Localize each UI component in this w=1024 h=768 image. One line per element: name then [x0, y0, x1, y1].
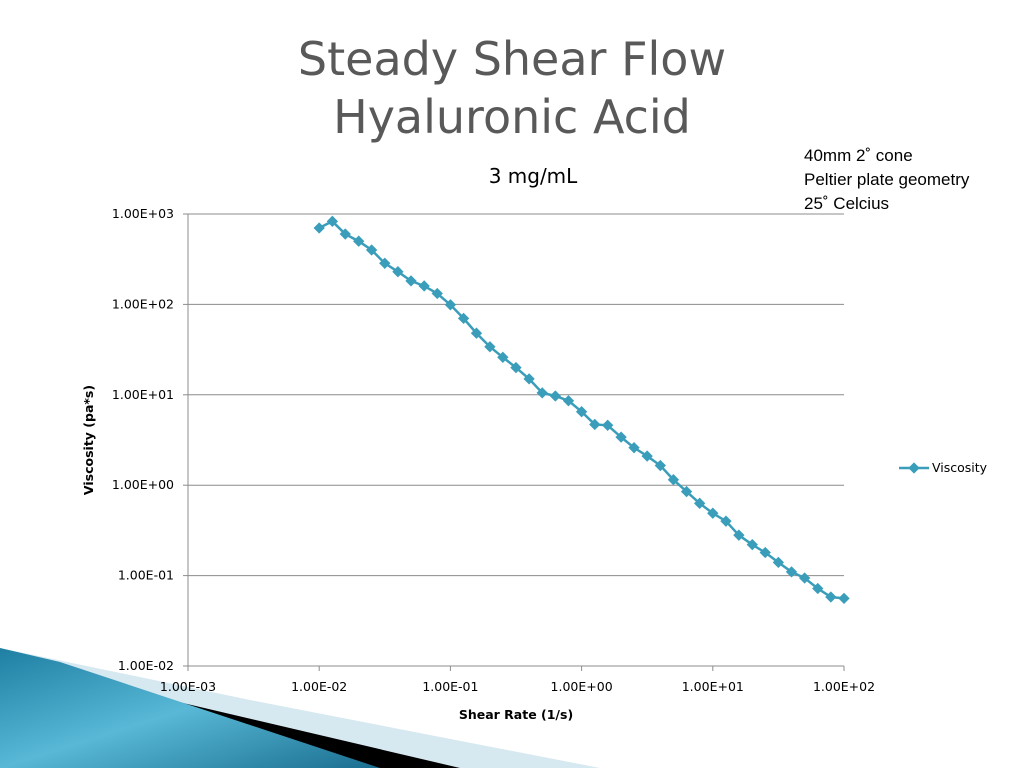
viscosity-data-point	[470, 327, 483, 339]
viscosity-data-point	[759, 546, 771, 559]
viscosity-data-point	[457, 312, 470, 325]
viscosity-data-point	[812, 582, 824, 595]
x-tick-label: 1.00E-02	[291, 679, 347, 694]
viscosity-data-point	[772, 556, 785, 569]
series-layer	[313, 215, 850, 605]
viscosity-data-point	[497, 351, 509, 363]
viscosity-data-point	[313, 222, 325, 234]
chart-title: 3 mg/mL	[489, 164, 578, 188]
viscosity-data-point	[628, 442, 640, 454]
viscosity-data-point	[523, 373, 535, 385]
axes	[183, 213, 845, 671]
viscosity-data-point	[667, 474, 680, 486]
viscosity-data-point	[720, 515, 732, 527]
viscosity-data-point	[405, 275, 417, 287]
viscosity-data-point	[549, 390, 562, 402]
viscosity-data-point	[418, 280, 430, 292]
legend-label: Viscosity	[932, 460, 988, 475]
viscosity-data-point	[785, 566, 798, 578]
viscosity-data-point	[589, 418, 601, 431]
viscosity-data-point	[326, 215, 339, 227]
viscosity-data-point	[825, 591, 837, 603]
viscosity-data-point	[444, 299, 457, 311]
viscosity-data-point	[379, 257, 391, 269]
slide-title-line2: Hyaluronic Acid	[333, 90, 691, 144]
x-tick-label: 1.00E+02	[813, 679, 875, 694]
x-tick-label: 1.00E+00	[551, 679, 613, 694]
viscosity-data-point	[562, 395, 575, 407]
viscosity-data-point	[575, 406, 588, 418]
x-tick-label: 1.00E-01	[422, 679, 478, 694]
viscosity-data-point	[733, 529, 745, 541]
viscosity-data-point	[680, 485, 693, 498]
viscosity-data-point	[365, 244, 378, 256]
viscosity-data-point	[339, 228, 351, 240]
viscosity-data-point	[641, 450, 653, 462]
viscosity-data-point	[602, 419, 614, 431]
viscosity-data-point	[431, 287, 443, 300]
legend: Viscosity	[899, 460, 988, 475]
measurement-notes: 40mm 2˚ cone Peltier plate geometry 25˚ …	[804, 144, 969, 216]
viscosity-data-point	[353, 235, 365, 247]
viscosity-data-point	[707, 507, 719, 519]
y-tick-label: 1.00E+03	[112, 206, 174, 221]
x-tick-label: 1.00E+01	[682, 679, 744, 694]
y-tick-label: 1.00E+01	[112, 387, 174, 402]
slide-title: Steady Shear Flow Hyaluronic Acid	[0, 30, 1024, 146]
grid-lines	[188, 213, 844, 577]
note-temperature: 25˚ Celcius	[804, 194, 890, 213]
viscosity-data-point	[693, 497, 706, 509]
note-geometry-cone: 40mm 2˚ cone	[804, 146, 913, 165]
viscosity-data-point	[536, 387, 548, 399]
note-peltier-plate: Peltier plate geometry	[804, 170, 970, 189]
y-tick-label: 1.00E-02	[118, 658, 174, 673]
y-axis-label: Viscosity (pa*s)	[81, 385, 96, 495]
viscosity-data-point	[392, 266, 404, 278]
y-tick-label: 1.00E+02	[112, 296, 174, 311]
y-tick-label: 1.00E-01	[118, 568, 174, 583]
tick-labels: 1.00E-02 1.00E-01 1.00E+00 1.00E+01 1.00E+02…	[112, 206, 875, 694]
viscosity-data-point	[484, 341, 496, 353]
viscosity-data-point	[838, 592, 850, 605]
x-axis-label: Shear Rate (1/s)	[459, 707, 573, 722]
slide-title-line1: Steady Shear Flow	[297, 32, 727, 86]
viscosity-data-point	[615, 431, 627, 443]
viscosity-data-point	[798, 572, 811, 584]
y-tick-label: 1.00E+00	[112, 477, 174, 492]
viscosity-data-point	[654, 459, 666, 472]
legend-marker	[908, 462, 920, 474]
viscosity-data-point	[746, 538, 758, 551]
x-tick-label: 1.00E-03	[160, 679, 216, 694]
